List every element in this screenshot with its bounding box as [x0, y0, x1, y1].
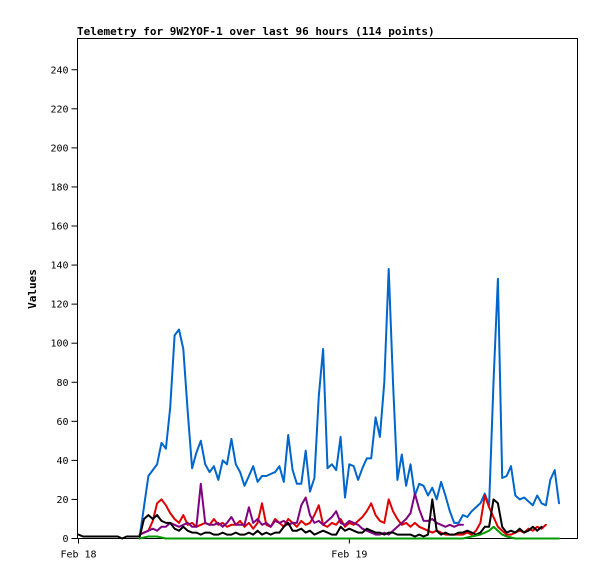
- y-tick-label: 20: [56, 495, 68, 506]
- series-line: [138, 482, 464, 536]
- y-tick-label: 140: [50, 261, 68, 272]
- y-axis: 0 20 40 60 80 100 120 140 160 180 200 220 240: [50, 65, 78, 545]
- series-layer: [77, 268, 560, 540]
- y-tick-label: 180: [50, 182, 68, 193]
- y-tick-label: 40: [56, 456, 68, 467]
- y-tick-label: 60: [56, 417, 68, 428]
- y-tick-label: 100: [50, 339, 68, 350]
- y-tick-label: 0: [62, 534, 68, 545]
- x-axis: Feb 18 Feb 19: [60, 538, 367, 561]
- y-tick-label: 220: [50, 104, 68, 115]
- y-tick-label: 80: [56, 378, 68, 389]
- series-line: [77, 498, 543, 540]
- x-tick-label: Feb 18: [60, 550, 96, 561]
- y-axis-label: Values: [26, 269, 39, 309]
- chart-title: Telemetry for 9W2YOF-1 over last 96 hour…: [77, 25, 435, 38]
- y-tick-label: 120: [50, 300, 68, 311]
- series-line: [138, 268, 560, 538]
- y-tick-label: 200: [50, 143, 68, 154]
- series-line: [138, 525, 560, 540]
- y-tick-label: 240: [50, 65, 68, 76]
- x-tick-label: Feb 19: [331, 550, 367, 561]
- y-tick-label: 160: [50, 222, 68, 233]
- series-line: [138, 494, 547, 536]
